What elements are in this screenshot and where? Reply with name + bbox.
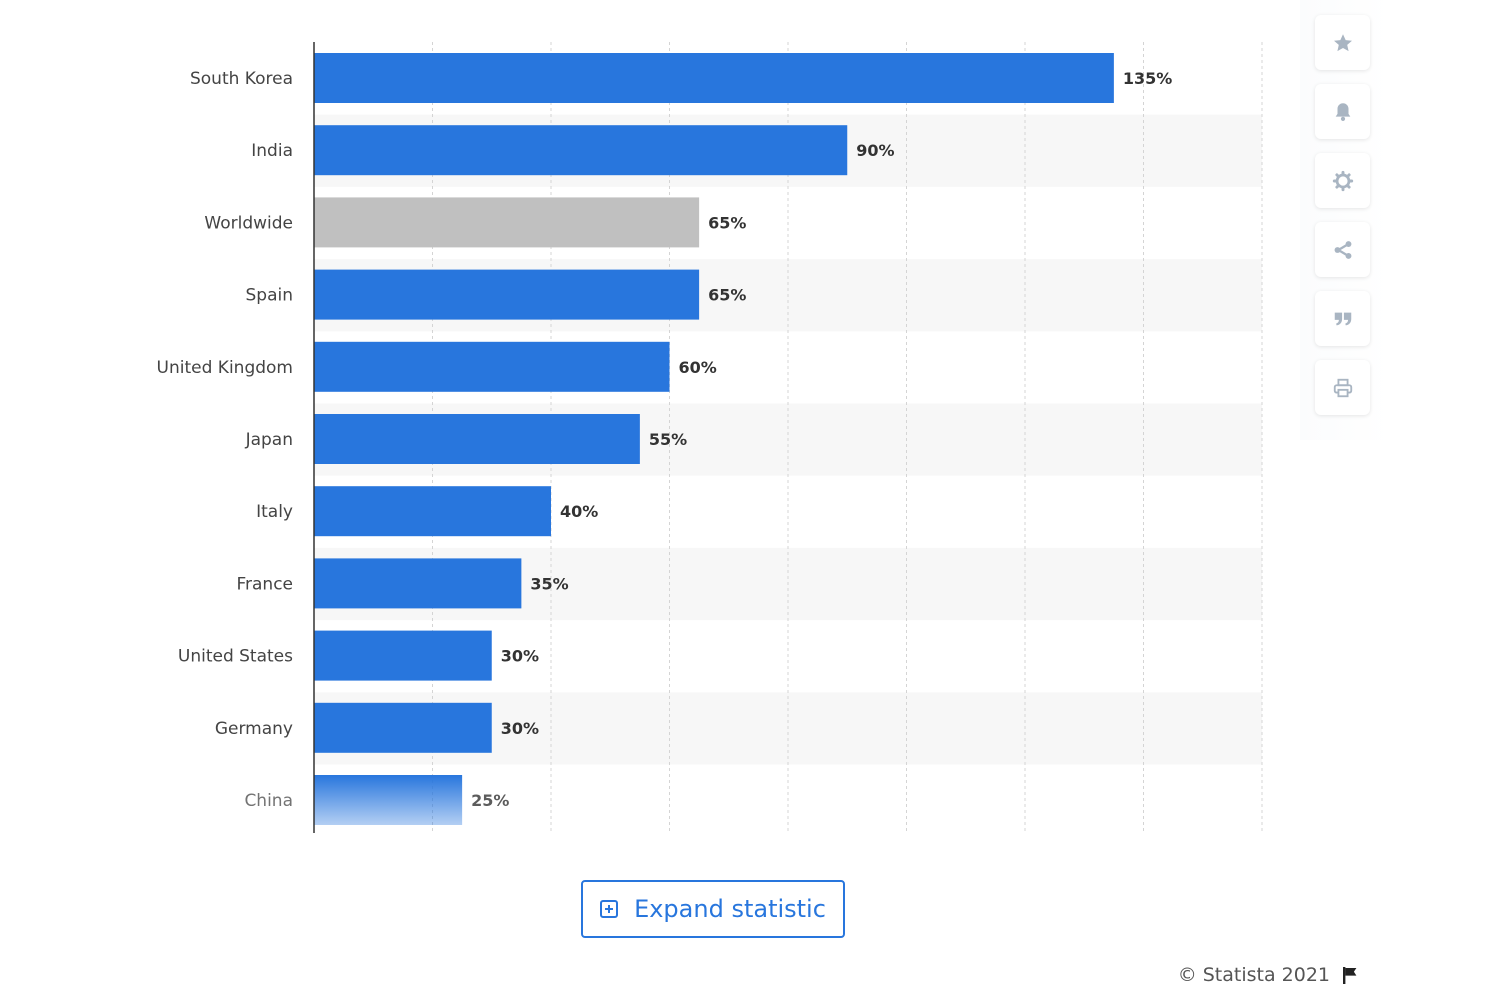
print-button[interactable] (1315, 360, 1370, 415)
category-label: South Korea (190, 69, 293, 89)
value-label: 30% (501, 719, 539, 738)
category-label: France (236, 574, 293, 594)
cite-button[interactable] (1315, 291, 1370, 346)
bar (314, 630, 492, 681)
value-label: 30% (501, 647, 539, 666)
quote-icon (1334, 312, 1351, 325)
category-label: Japan (245, 430, 293, 450)
copyright-text[interactable]: © Statista 2021 (1177, 964, 1330, 986)
category-label: Spain (246, 286, 294, 306)
category-label: United States (178, 647, 293, 667)
notification-button[interactable] (1315, 84, 1370, 139)
category-label: Italy (256, 502, 293, 522)
bar (314, 558, 522, 609)
value-label: 65% (708, 286, 746, 305)
bar (314, 341, 670, 392)
value-label: 40% (560, 502, 598, 521)
plus-square-icon (600, 900, 619, 918)
value-label: 35% (530, 574, 568, 593)
star-icon (1333, 33, 1352, 51)
bar (314, 702, 492, 753)
value-label: 90% (856, 141, 894, 160)
category-label: Worldwide (204, 213, 293, 233)
value-label: 55% (649, 430, 687, 449)
value-label: 135% (1123, 69, 1172, 88)
settings-button[interactable] (1315, 153, 1370, 208)
bar (314, 53, 1114, 103)
value-label: 65% (708, 213, 746, 232)
gear-icon (1332, 170, 1353, 191)
bar (314, 414, 640, 464)
bar (314, 269, 700, 320)
chart-area: South Korea 135% India 90% Worldwide 65% Spain… (157, 42, 1263, 833)
bell-icon (1335, 102, 1350, 121)
bar (314, 125, 848, 176)
share-button[interactable] (1315, 222, 1370, 277)
category-label: China (244, 791, 293, 811)
category-label: United Kingdom (157, 358, 293, 378)
bar (314, 775, 463, 825)
flag-icon[interactable] (1340, 965, 1360, 985)
value-label: 60% (679, 358, 717, 377)
tool-sidebar (1300, 0, 1390, 440)
bar-chart: South Korea 135% India 90% Worldwide 65% Spain… (157, 42, 1263, 833)
expand-statistic-label: Expand statistic (634, 895, 826, 923)
bar (314, 486, 551, 537)
value-label: 25% (471, 791, 509, 810)
print-icon (1333, 378, 1352, 397)
bar (314, 197, 700, 248)
favorite-button[interactable] (1315, 15, 1370, 70)
expand-statistic-button[interactable]: Expand statistic (581, 880, 845, 938)
footer: © Statista 2021 (1178, 964, 1360, 986)
category-label: India (251, 141, 293, 161)
category-label: Germany (215, 719, 293, 739)
share-icon (1334, 240, 1351, 259)
